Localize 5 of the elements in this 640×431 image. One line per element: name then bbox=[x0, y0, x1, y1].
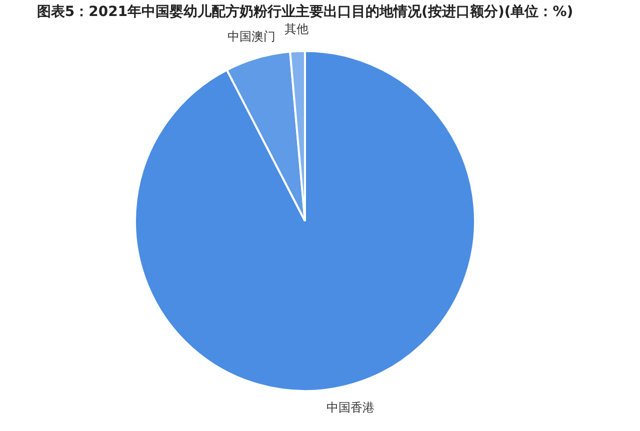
slice-label: 其他 bbox=[284, 22, 309, 36]
pie-slice bbox=[134, 50, 476, 392]
slice-label: 中国澳门 bbox=[227, 30, 276, 44]
slice-label: 中国香港 bbox=[326, 400, 374, 415]
chart-title: 图表5：2021年中国婴幼儿配方奶粉行业主要出口目的地情况(按进口额分)(单位：%) bbox=[36, 3, 574, 20]
